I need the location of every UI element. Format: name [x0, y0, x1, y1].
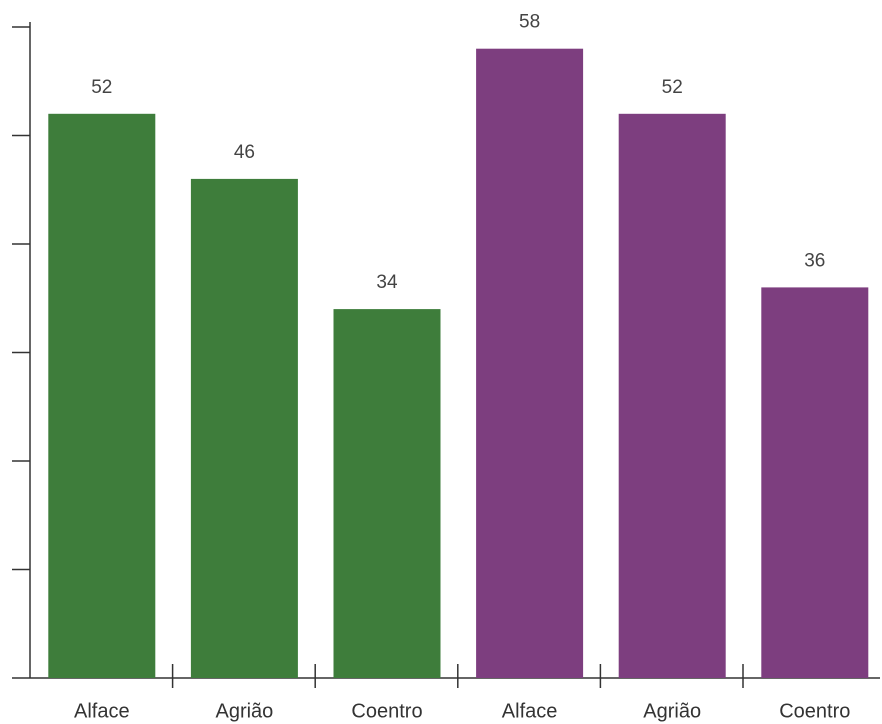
bar	[48, 113, 156, 679]
x-tick-label: Agrião	[643, 700, 701, 722]
value-label: 52	[662, 77, 683, 98]
x-tick-label: Alface	[74, 700, 130, 722]
x-tick-label: Alface	[502, 700, 558, 722]
x-tick-label: Coentro	[351, 700, 422, 722]
bar	[618, 113, 726, 679]
value-label: 36	[804, 250, 825, 271]
value-label: 58	[519, 12, 540, 33]
bar	[333, 309, 441, 678]
value-label: 34	[376, 272, 398, 293]
bar	[476, 48, 584, 678]
bar	[761, 287, 869, 678]
value-label: 46	[234, 142, 255, 163]
value-label: 52	[91, 77, 112, 98]
x-tick-label: Agrião	[215, 700, 273, 722]
bar	[190, 178, 298, 678]
x-tick-label: Coentro	[779, 700, 850, 722]
